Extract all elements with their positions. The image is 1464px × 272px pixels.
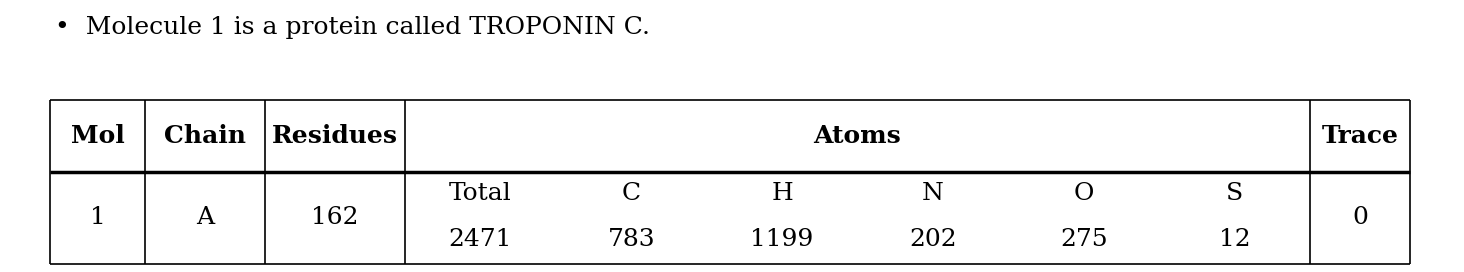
Text: 2471: 2471 bbox=[449, 228, 512, 252]
Text: 162: 162 bbox=[312, 206, 359, 230]
Text: O: O bbox=[1073, 181, 1094, 205]
Text: 12: 12 bbox=[1218, 228, 1250, 252]
Text: •  Molecule 1 is a protein called TROPONIN C.: • Molecule 1 is a protein called TROPONI… bbox=[56, 16, 650, 39]
Text: A: A bbox=[196, 206, 214, 230]
Text: Residues: Residues bbox=[272, 124, 398, 148]
Text: Mol: Mol bbox=[70, 124, 124, 148]
Text: N: N bbox=[922, 181, 944, 205]
Text: C: C bbox=[622, 181, 641, 205]
Text: Atoms: Atoms bbox=[814, 124, 902, 148]
Text: S: S bbox=[1225, 181, 1243, 205]
Text: H: H bbox=[772, 181, 793, 205]
Text: Trace: Trace bbox=[1322, 124, 1398, 148]
Text: 1: 1 bbox=[89, 206, 105, 230]
Text: 1199: 1199 bbox=[751, 228, 814, 252]
Text: Total: Total bbox=[449, 181, 512, 205]
Text: Chain: Chain bbox=[164, 124, 246, 148]
Text: 275: 275 bbox=[1060, 228, 1108, 252]
Text: 202: 202 bbox=[909, 228, 957, 252]
Text: 783: 783 bbox=[608, 228, 654, 252]
Text: 0: 0 bbox=[1353, 206, 1367, 230]
